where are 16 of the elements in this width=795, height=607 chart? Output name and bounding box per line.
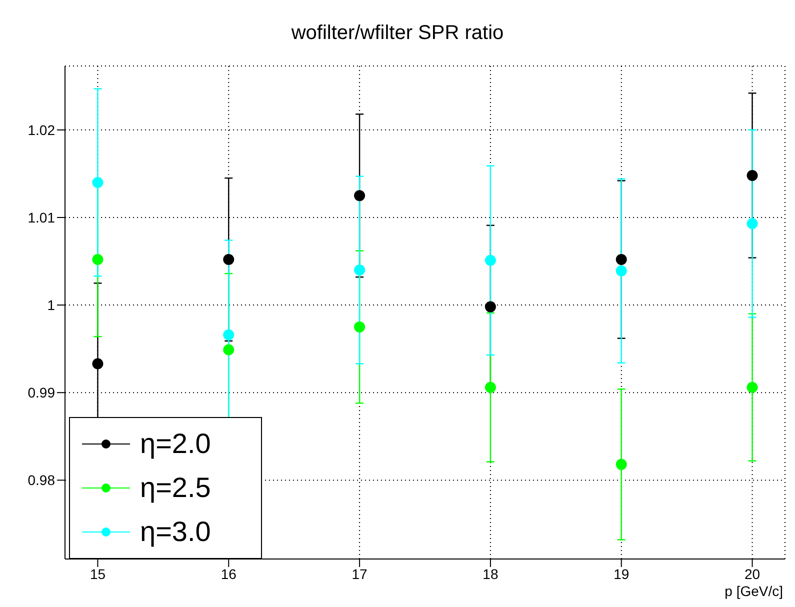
x-axis-title: p [GeV/c] [724,583,783,599]
chart-title: wofilter/wfilter SPR ratio [290,22,505,45]
x-tick-label: 17 [352,566,368,582]
y-tick-label: 1.02 [28,122,56,138]
x-tick-label: 19 [614,566,630,582]
y-tick-label: 1.01 [28,209,56,226]
x-tick-label: 16 [220,566,237,582]
legend-label: η=3.0 [140,516,211,548]
y-tick-label: 0.98 [28,472,56,488]
legend-label: η=2.0 [140,428,211,460]
x-tick-label: 18 [482,566,498,582]
y-tick-label: 0.99 [28,384,56,401]
legend-label: η=2.5 [140,472,211,504]
x-tick-label: 20 [744,566,760,582]
y-tick-label: 1 [47,297,56,314]
x-tick-label: 15 [90,566,106,582]
